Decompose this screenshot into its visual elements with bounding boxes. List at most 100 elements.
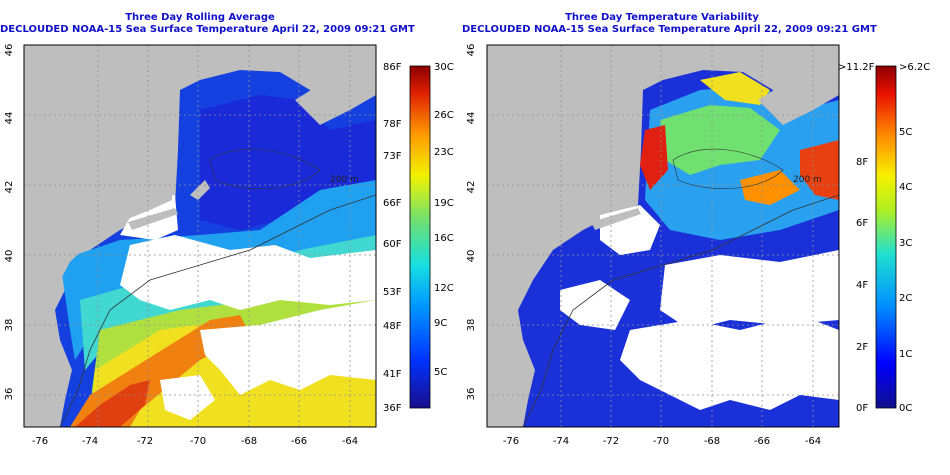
right-bank-contour <box>672 148 784 189</box>
right-cloud-patch-3 <box>620 315 839 410</box>
cb-r-c-0: >6.2C <box>899 62 930 73</box>
cb-l-c-2: 23C <box>434 147 454 158</box>
l-lat-3: 40 <box>4 250 15 263</box>
cb-l-f-3: 66F <box>383 198 402 209</box>
right-colorbar-f-labels: >11.2F 8F 6F 4F 2F 0F <box>838 62 875 414</box>
cb-l-f-6: 48F <box>383 321 402 332</box>
l-lon-2: -72 <box>137 436 153 447</box>
cb-l-f-8: 36F <box>383 403 402 414</box>
left-cloud-patch-1 <box>120 235 376 310</box>
l-lat-5: 36 <box>4 388 15 401</box>
r-lon-5: -66 <box>754 436 770 447</box>
r-lat-4: 38 <box>466 319 477 332</box>
cb-l-f-1: 78F <box>383 119 402 130</box>
right-depth-label: 200 m <box>793 175 822 185</box>
left-200m-isobath <box>59 194 376 427</box>
r-lat-0: 46 <box>466 44 477 57</box>
r-lat-5: 36 <box>466 388 477 401</box>
r-lat-3: 40 <box>466 250 477 263</box>
left-new-england-land <box>24 45 376 427</box>
cb-r-c-4: 2C <box>899 293 912 304</box>
cb-l-f-2: 73F <box>383 151 402 162</box>
cb-r-c-5: 1C <box>899 349 912 360</box>
cb-l-c-7: 5C <box>434 367 447 378</box>
cb-l-f-5: 53F <box>383 287 402 298</box>
cb-r-f-5: 0F <box>856 403 868 414</box>
cb-l-c-0: 30C <box>434 62 454 73</box>
l-lon-5: -66 <box>291 436 307 447</box>
right-nova-scotia-land <box>758 58 839 125</box>
cb-r-f-1: 8F <box>856 157 868 168</box>
cb-r-f-2: 6F <box>856 218 868 229</box>
l-lon-3: -70 <box>190 436 206 447</box>
cb-r-c-1: 5C <box>899 127 912 138</box>
r-lon-1: -74 <box>553 436 569 447</box>
right-grid <box>487 45 839 427</box>
left-colorbar <box>409 65 431 409</box>
right-200m-isobath <box>522 194 839 427</box>
cb-l-c-5: 12C <box>434 283 454 294</box>
cb-r-c-6: 0C <box>899 403 912 414</box>
right-map-frame <box>486 44 840 428</box>
right-high-var-orange <box>740 170 800 205</box>
l-lon-4: -68 <box>241 436 257 447</box>
right-cloud-patch-4 <box>560 280 630 330</box>
right-long-island <box>591 208 641 230</box>
l-lat-1: 44 <box>4 112 15 125</box>
left-depth-label: 200 m <box>330 175 359 185</box>
left-bank-contour <box>209 148 321 189</box>
left-lon-ticks: -76 -74 -72 -70 -68 -66 -64 <box>32 436 358 447</box>
cb-l-c-1: 26C <box>434 110 454 121</box>
r-lon-0: -76 <box>503 436 519 447</box>
left-map-frame <box>23 44 377 428</box>
left-title-line2: DECLOUDED NOAA-15 Sea Surface Temperatur… <box>0 24 415 35</box>
l-lon-6: -64 <box>342 436 358 447</box>
l-lon-0: -76 <box>32 436 48 447</box>
right-map: 200 m <box>487 45 839 427</box>
r-lon-2: -72 <box>603 436 619 447</box>
cb-l-c-6: 9C <box>434 318 447 329</box>
r-lon-3: -70 <box>653 436 669 447</box>
right-high-var-red-2 <box>800 140 839 200</box>
right-lon-ticks: -76 -74 -72 -70 -68 -66 -64 <box>503 436 821 447</box>
left-long-island <box>128 208 178 230</box>
r-lat-2: 42 <box>466 181 477 194</box>
left-colorbar-c-labels: 30C 26C 23C 19C 16C 12C 9C 5C <box>434 62 454 378</box>
cb-l-c-4: 16C <box>434 233 454 244</box>
l-lat-2: 42 <box>4 181 15 194</box>
left-lat-ticks: 46 44 42 40 38 36 <box>4 44 15 401</box>
left-map: 200 m <box>24 45 376 427</box>
right-high-var-green <box>660 105 780 175</box>
right-colorbar-c-labels: >6.2C 5C 4C 3C 2C 1C 0C <box>899 62 930 414</box>
cb-l-c-3: 19C <box>434 198 454 209</box>
cb-r-f-4: 2F <box>856 342 868 353</box>
left-grid <box>24 45 376 427</box>
r-lon-4: -68 <box>704 436 720 447</box>
cb-r-c-2: 4C <box>899 182 912 193</box>
right-cloud-patch-2 <box>660 250 839 330</box>
left-cloud-patch-2 <box>200 300 376 395</box>
left-colorbar-f-labels: 86F 78F 73F 66F 60F 53F 48F 41F 36F <box>383 62 402 414</box>
left-cloud-patch-4 <box>160 375 215 420</box>
right-title-line1: Three Day Temperature Variability <box>565 12 759 23</box>
cb-r-f-3: 4F <box>856 280 868 291</box>
cb-l-f-7: 41F <box>383 369 402 380</box>
r-lon-6: -64 <box>805 436 821 447</box>
l-lat-0: 46 <box>4 44 15 57</box>
cb-r-c-3: 3C <box>899 238 912 249</box>
r-lat-1: 44 <box>466 112 477 125</box>
cb-r-f-0: >11.2F <box>838 62 875 73</box>
left-nova-scotia-land <box>295 58 376 125</box>
right-new-england-land <box>487 45 839 427</box>
l-lat-4: 38 <box>4 319 15 332</box>
right-high-var-yellow <box>700 72 770 105</box>
cb-l-f-0: 86F <box>383 62 402 73</box>
right-lat-ticks: 46 44 42 40 38 36 <box>466 44 477 401</box>
right-colorbar <box>875 65 897 409</box>
cb-l-f-4: 60F <box>383 239 402 250</box>
right-title-line2: DECLOUDED NOAA-15 Sea Surface Temperatur… <box>462 24 877 35</box>
l-lon-1: -74 <box>82 436 98 447</box>
left-warm-core-red <box>75 380 150 427</box>
left-title-line1: Three Day Rolling Average <box>125 12 275 23</box>
